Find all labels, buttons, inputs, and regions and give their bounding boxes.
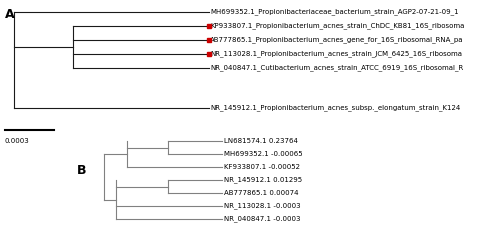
Text: NR_040847.1_Cutibacterium_acnes_strain_ATCC_6919_16S_ribosomal_R: NR_040847.1_Cutibacterium_acnes_strain_A… (210, 65, 464, 71)
Text: AB777865.1_Propionibacterium_acnes_gene_for_16S_ribosomal_RNA_pa: AB777865.1_Propionibacterium_acnes_gene_… (210, 37, 464, 43)
Text: LN681574.1 0.23764: LN681574.1 0.23764 (224, 138, 298, 144)
Text: NR_113028.1_Propionibacterium_acnes_strain_JCM_6425_16S_ribosoma: NR_113028.1_Propionibacterium_acnes_stra… (210, 51, 462, 57)
Text: KP933807.1_Propionibacterium_acnes_strain_ChDC_KB81_16S_ribosoma: KP933807.1_Propionibacterium_acnes_strai… (210, 23, 464, 29)
Text: A: A (4, 8, 14, 21)
Text: B: B (77, 164, 86, 177)
Text: NR_113028.1 -0.0003: NR_113028.1 -0.0003 (224, 203, 300, 209)
Text: NR_145912.1_Propionibacterium_acnes_subsp._elongatum_strain_K124: NR_145912.1_Propionibacterium_acnes_subs… (210, 105, 460, 111)
Text: 0.0003: 0.0003 (4, 138, 29, 144)
Text: MH699352.1_Propionibacteriaceae_bacterium_strain_AGP2-07-21-09_1: MH699352.1_Propionibacteriaceae_bacteriu… (210, 9, 459, 15)
Text: AB777865.1 0.00074: AB777865.1 0.00074 (224, 190, 298, 196)
Text: KF933807.1 -0.00052: KF933807.1 -0.00052 (224, 164, 300, 170)
Text: NR_040847.1 -0.0003: NR_040847.1 -0.0003 (224, 216, 300, 222)
Text: NR_145912.1 0.01295: NR_145912.1 0.01295 (224, 177, 302, 183)
Text: MH699352.1 -0.00065: MH699352.1 -0.00065 (224, 151, 302, 157)
